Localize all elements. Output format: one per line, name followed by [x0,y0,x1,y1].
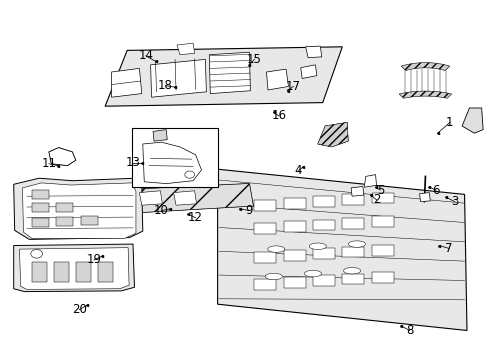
Ellipse shape [304,270,321,277]
Text: 19: 19 [86,253,101,266]
Bar [56,203,73,212]
Bar [283,221,305,232]
Polygon shape [105,191,128,205]
Bar [98,262,113,282]
Bar [56,217,73,226]
Polygon shape [398,91,451,98]
Polygon shape [20,248,129,289]
Polygon shape [14,244,134,292]
Ellipse shape [308,243,326,249]
Bar [312,220,334,230]
Polygon shape [66,184,253,217]
Bar [76,262,91,282]
Text: 18: 18 [158,79,172,92]
Bar [342,274,364,284]
Text: 8: 8 [405,324,413,337]
Text: 13: 13 [125,156,140,169]
Polygon shape [317,122,347,147]
Bar [342,247,364,257]
Bar [32,218,49,227]
Bar [312,248,334,259]
Bar [254,200,276,211]
Bar [54,262,69,282]
Polygon shape [217,169,466,330]
Text: 1: 1 [445,116,453,129]
Ellipse shape [347,241,365,247]
Polygon shape [150,59,206,97]
Text: 14: 14 [138,49,153,62]
Polygon shape [419,193,429,202]
Bar [254,279,276,290]
Polygon shape [177,43,194,55]
Polygon shape [266,69,288,90]
Text: 7: 7 [444,242,452,255]
Bar [283,198,305,209]
Text: 11: 11 [41,157,56,170]
Text: 4: 4 [294,165,302,177]
Bar [283,250,305,261]
Polygon shape [317,122,347,147]
Bar [371,245,393,256]
Bar [371,193,393,203]
Polygon shape [173,191,196,205]
Text: 16: 16 [271,109,285,122]
Bar [254,223,276,234]
Text: 17: 17 [285,80,300,93]
Polygon shape [66,184,253,217]
Text: 15: 15 [246,53,261,66]
Bar [132,128,217,187]
Polygon shape [22,183,136,238]
Bar [81,216,98,225]
Polygon shape [105,47,342,106]
Bar [342,194,364,205]
Polygon shape [139,191,162,205]
Bar [254,252,276,263]
Polygon shape [49,148,76,166]
Polygon shape [300,65,316,78]
Bar [32,203,49,212]
Text: 10: 10 [154,204,168,217]
Text: 9: 9 [245,204,253,217]
Polygon shape [350,186,363,196]
Polygon shape [111,68,142,97]
Polygon shape [142,142,201,184]
Polygon shape [364,175,376,187]
Text: 6: 6 [431,184,439,197]
Bar [32,262,47,282]
Text: 12: 12 [188,211,203,224]
Ellipse shape [267,246,284,252]
Polygon shape [400,63,449,71]
Polygon shape [14,178,142,239]
Bar [371,216,393,227]
Ellipse shape [343,267,360,274]
Bar [312,196,334,207]
Ellipse shape [264,273,282,280]
Polygon shape [305,46,321,58]
Polygon shape [209,52,250,94]
Text: 3: 3 [450,195,458,208]
Bar [371,272,393,283]
Bar [312,275,334,286]
Text: 20: 20 [72,303,86,316]
Bar [283,277,305,288]
Text: 2: 2 [372,193,380,206]
Bar [32,190,49,199]
Polygon shape [49,148,76,166]
Text: 5: 5 [376,184,384,197]
Polygon shape [153,130,167,141]
Polygon shape [461,108,482,133]
Bar [342,218,364,229]
